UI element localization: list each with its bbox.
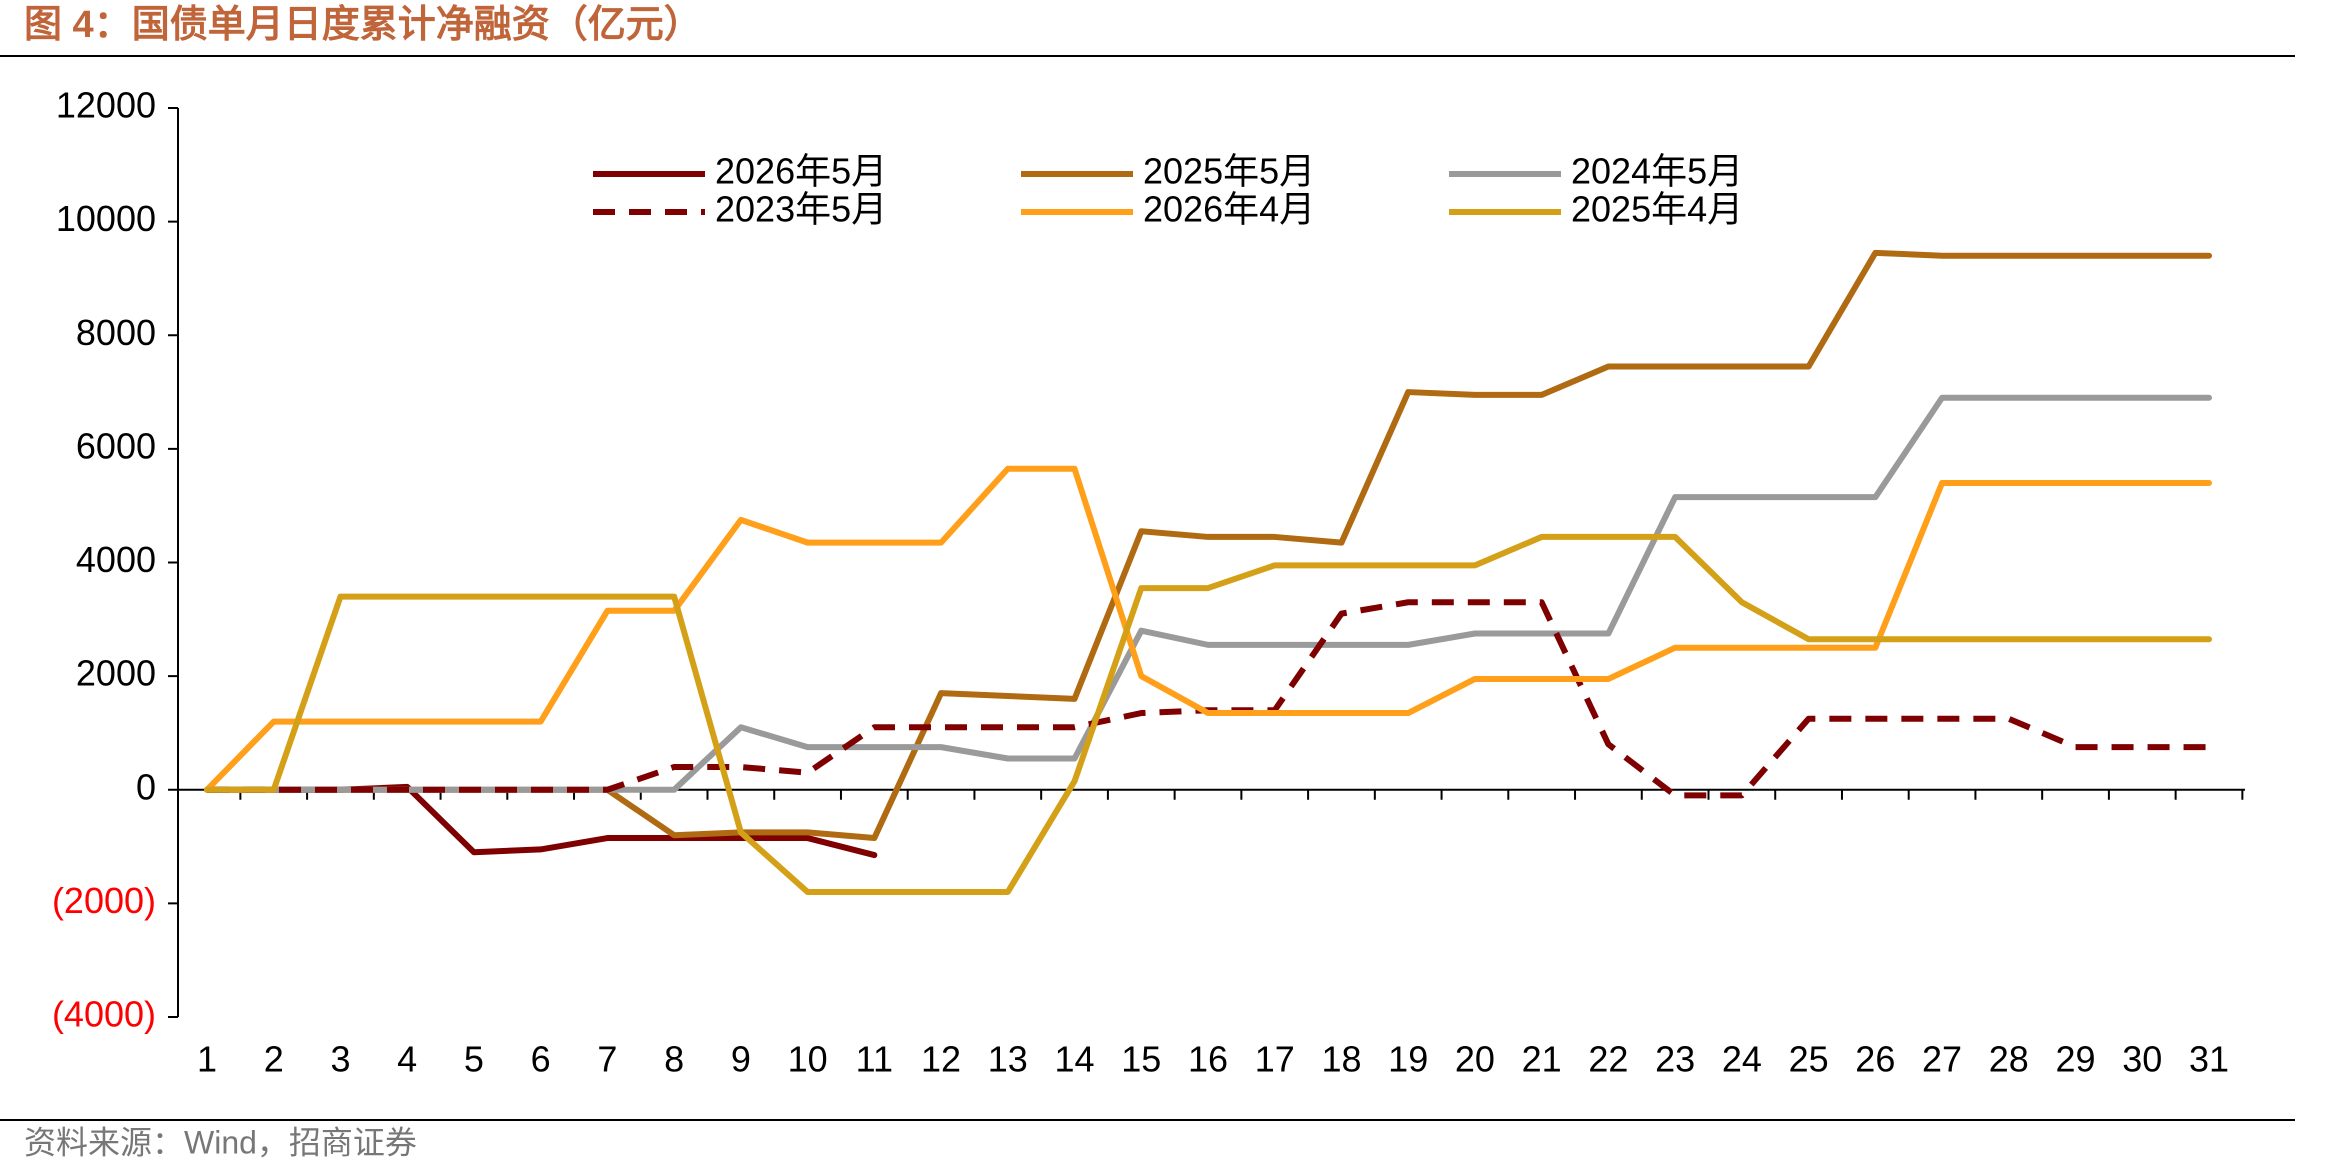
legend-label: 2025年5月 [1143,151,1315,192]
x-tick-label: 17 [1255,1039,1295,1080]
legend-label: 2026年5月 [715,151,887,192]
x-tick-label: 4 [397,1039,417,1080]
y-tick-label: 8000 [76,312,156,353]
x-tick-label: 2 [264,1039,284,1080]
x-tick-label: 18 [1321,1039,1361,1080]
legend-label: 2024年5月 [1571,151,1743,192]
legend-label: 2025年4月 [1571,189,1743,230]
x-tick-label: 23 [1655,1039,1695,1080]
x-tick-label: 13 [988,1039,1028,1080]
x-tick-label: 9 [731,1039,751,1080]
x-tick-label: 24 [1722,1039,1762,1080]
chart-title: 图 4：国债单月日度累计净融资（亿元） [24,4,702,46]
x-tick-label: 14 [1055,1039,1095,1080]
y-tick-label: 10000 [56,198,156,239]
x-tick-label: 31 [2189,1039,2229,1080]
x-tick-label: 28 [1989,1039,2029,1080]
series-line [204,249,2212,842]
x-tick-label: 3 [330,1039,350,1080]
x-tick-label: 21 [1522,1039,1562,1080]
x-tick-label: 19 [1388,1039,1428,1080]
y-tick-label: 4000 [76,539,156,580]
x-tick-label: 20 [1455,1039,1495,1080]
y-tick-label: (2000) [52,880,156,921]
x-tick-label: 26 [1855,1039,1895,1080]
x-tick-label: 27 [1922,1039,1962,1080]
x-tick-label: 25 [1789,1039,1829,1080]
x-tick-label: 1 [197,1039,217,1080]
x-tick-label: 5 [464,1039,484,1080]
x-tick-label: 15 [1121,1039,1161,1080]
source-note: 资料来源：Wind，招商证券 [24,1124,417,1160]
y-tick-label: 0 [136,766,156,807]
x-tick-label: 30 [2122,1039,2162,1080]
y-tick-label: (4000) [52,994,156,1035]
x-tick-label: 8 [664,1039,684,1080]
y-tick-label: 12000 [56,85,156,126]
legend-label: 2026年4月 [1143,189,1315,230]
series-line [204,465,2212,793]
x-tick-label: 22 [1588,1039,1628,1080]
x-tick-label: 11 [856,1039,893,1080]
x-tick-label: 10 [788,1039,828,1080]
y-tick-label: 6000 [76,425,156,466]
x-tick-label: 29 [2056,1039,2096,1080]
y-tick-label: 2000 [76,653,156,694]
x-tick-label: 12 [921,1039,961,1080]
x-tick-label: 6 [531,1039,551,1080]
series-line [204,533,2212,896]
series-line [207,599,2209,799]
x-tick-label: 7 [597,1039,617,1080]
x-tick-label: 16 [1188,1039,1228,1080]
legend-label: 2023年5月 [715,189,887,230]
